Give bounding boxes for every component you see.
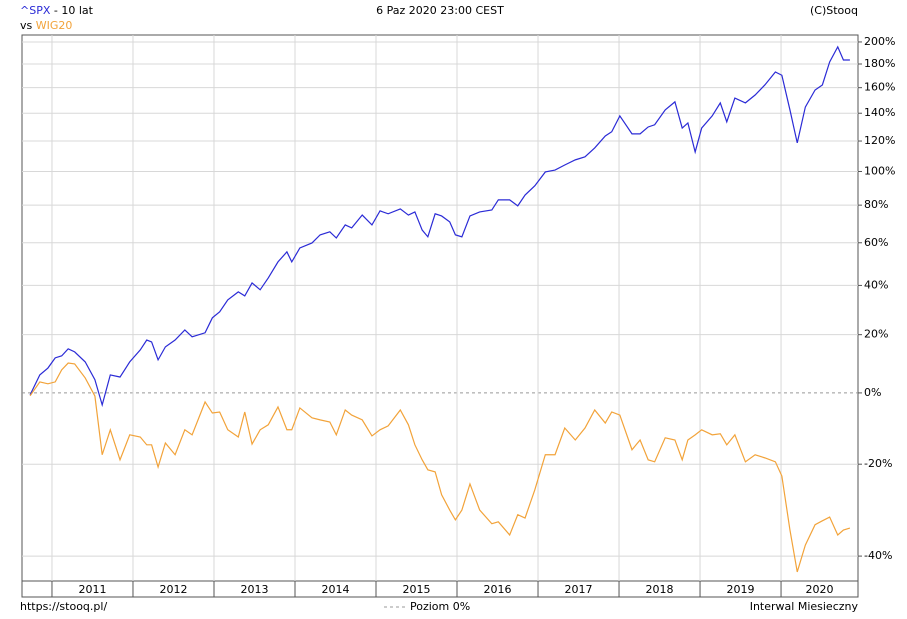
zero-line-label: Poziom 0% [410,600,470,613]
x-tick-label: 2013 [240,583,268,596]
y-tick-label: 40% [864,278,888,291]
y-tick-label: 180% [864,57,895,70]
x-tick-label: 2012 [159,583,187,596]
legend-spx: ^SPX - 10 lat [20,4,94,17]
x-tick-label: 2020 [806,583,834,596]
plot-frame [21,34,859,598]
x-tick-label: 2014 [322,583,350,596]
y-tick-label: 60% [864,236,888,249]
y-tick-label: 140% [864,106,895,119]
vs: vs [20,19,33,32]
x-tick-label: 2016 [484,583,512,596]
y-tick-label: 100% [864,164,895,177]
x-tick-label: 2018 [646,583,674,596]
series-line [29,362,851,573]
date: 6 Paz 2020 23:00 CEST [376,4,504,17]
copyright: (C)Stooq [810,4,858,17]
source: https://stooq.pl/ [20,600,107,613]
y-tick-label: 0% [864,386,881,399]
x-tick-label: 2011 [78,583,106,596]
y-tick-label: 80% [864,198,888,211]
interval: Interwal Miesieczny [750,600,859,613]
y-tick-label: 20% [864,328,888,341]
y-tick-label: 120% [864,134,895,147]
y-tick-label: 200% [864,35,895,48]
series-line [29,45,850,408]
x-tick-label: 2015 [403,583,431,596]
period: - 10 lat [54,4,94,17]
y-tick-label: -40% [864,549,892,562]
x-tick-label: 2017 [565,583,593,596]
x-tick-label: 2019 [727,583,755,596]
y-tick-label: -20% [864,457,892,470]
y-tick-label: 160% [864,81,895,94]
legend-entry: ^SPX [20,4,51,17]
legend-wig: vs WIG20 [20,19,72,32]
legend-entry: WIG20 [36,19,73,32]
